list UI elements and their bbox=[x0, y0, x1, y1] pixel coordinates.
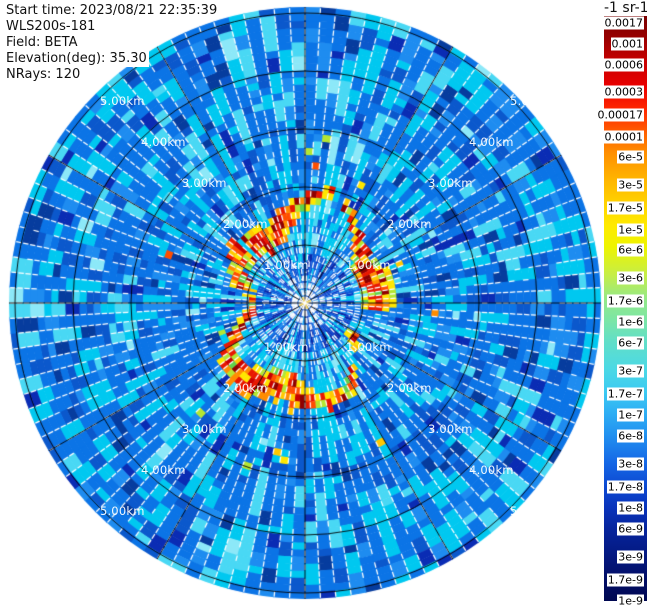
colorbar-tick-label: 6e-6 bbox=[617, 243, 644, 257]
header-elevation: Elevation(deg): 35.30 bbox=[4, 51, 149, 67]
range-ring-label: 5.00km bbox=[99, 93, 145, 108]
range-ring-label: 1.00km bbox=[346, 257, 391, 272]
colorbar-tick-label: 0.001 bbox=[610, 37, 644, 51]
range-ring-label: 4.00km bbox=[469, 463, 514, 478]
colorbar-tick-label: 1e-7 bbox=[617, 408, 644, 422]
header-nrays: NRays: 120 bbox=[4, 67, 83, 83]
range-ring-label: 2.00km bbox=[222, 381, 268, 396]
range-ring-label: 2.00km bbox=[387, 216, 432, 231]
colorbar-tick-label: 0.0001 bbox=[603, 130, 644, 144]
colorbar-tick-label: 0.0003 bbox=[603, 85, 644, 99]
colorbar-tick-label: 6e-9 bbox=[617, 522, 644, 536]
header-instrument: WLS200s-181 bbox=[4, 19, 98, 35]
range-ring-label: 3.00km bbox=[181, 422, 227, 437]
range-ring-label: 3.00km bbox=[428, 175, 473, 190]
range-ring-label: 2.00km bbox=[222, 216, 268, 231]
range-ring-label: 2.00km bbox=[387, 381, 432, 396]
range-ring-label: 5.00km bbox=[510, 93, 555, 108]
range-ring-label: 3.00km bbox=[428, 422, 473, 437]
colorbar-tick-label: 1.7e-5 bbox=[606, 201, 644, 215]
colorbar-tick-label: 3e-9 bbox=[617, 550, 644, 564]
colorbar-tick-label: 3e-6 bbox=[617, 271, 644, 285]
range-ring-label: 1.00km bbox=[346, 340, 391, 354]
colorbar: 0.0017 0.001 0.0006 0.0003 0.00017 0.0001 6e-5… bbox=[596, 16, 647, 607]
colorbar-units-label: -1 sr-1 bbox=[604, 0, 647, 16]
colorbar-tick-label: 6e-7 bbox=[617, 336, 644, 350]
colorbar-tick-label: 0.0017 bbox=[603, 16, 644, 30]
colorbar-tick-label: 3e-5 bbox=[617, 178, 644, 192]
colorbar-tick-label: 6e-5 bbox=[617, 150, 644, 164]
colorbar-tick-label: 0.0006 bbox=[603, 58, 644, 72]
scan-header: Start time: 2023/08/21 22:35:39 WLS200s-… bbox=[4, 3, 220, 83]
colorbar-tick-label: 0.00017 bbox=[596, 108, 644, 122]
range-ring-label: 1.00km bbox=[263, 340, 309, 354]
range-ring-label: 4.00km bbox=[140, 134, 186, 149]
colorbar-tick-label: 1.7e-7 bbox=[606, 387, 644, 401]
range-ring-label: 5.00km bbox=[99, 504, 145, 519]
colorbar-tick-label: 1.7e-9 bbox=[606, 573, 644, 587]
colorbar-tick-label: 1e-9 bbox=[617, 594, 644, 607]
colorbar-tick-label: 1e-6 bbox=[617, 315, 644, 329]
colorbar-tick-label: 3e-7 bbox=[617, 364, 644, 378]
range-ring-label: 1.00km bbox=[263, 257, 309, 272]
colorbar-tick-label: 1e-5 bbox=[617, 223, 644, 237]
colorbar-tick-label: 1.7e-8 bbox=[606, 480, 644, 494]
colorbar-tick-label: 3e-8 bbox=[617, 457, 644, 471]
colorbar-tick-label: 1.7e-6 bbox=[606, 294, 644, 308]
header-start-time: Start time: 2023/08/21 22:35:39 bbox=[4, 3, 220, 19]
range-ring-label: 4.00km bbox=[469, 134, 514, 149]
range-ring-label: 5.00km bbox=[510, 504, 555, 519]
range-ring-label: 3.00km bbox=[181, 175, 227, 190]
colorbar-tick-label: 6e-8 bbox=[617, 429, 644, 443]
range-ring-label: 4.00km bbox=[140, 463, 186, 478]
header-field: Field: BETA bbox=[4, 35, 80, 51]
colorbar-tick-label: 1e-8 bbox=[617, 501, 644, 515]
